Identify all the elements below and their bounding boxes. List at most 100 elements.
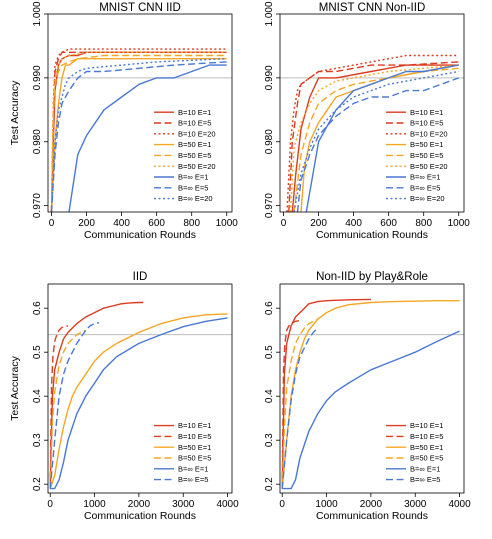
plot-frame: [279, 13, 465, 213]
legend-label: B=50 E=1: [178, 443, 211, 452]
x-tick-label: 1000: [448, 218, 471, 229]
legend-label: B=∞ E=1: [178, 173, 208, 182]
legend-label: B=∞ E=5: [178, 183, 208, 192]
series-group: [49, 301, 228, 490]
legend: B=10 E=1 B=10 E=5 B=50 E=1 B=50 E=5B=∞ E=1 B…: [386, 421, 443, 484]
legend-label: B=10 E=5: [410, 119, 443, 128]
series-line: [49, 325, 69, 489]
series-line: [49, 301, 144, 489]
legend-label: B=∞ E=1: [410, 173, 440, 182]
x-tick-label: 800: [183, 218, 200, 229]
series-line: [293, 67, 459, 212]
x-tick-label: 0: [281, 218, 287, 229]
x-tick-label: 2000: [360, 499, 383, 510]
series-line: [281, 318, 319, 489]
x-tick-label: 0: [279, 499, 285, 510]
legend-label: B=10 E=5: [178, 432, 211, 441]
series-line: [50, 51, 227, 212]
chart-panel-2: MNIST CNN Non-IID 0 200 400 600 800 1000 0.970 0…: [264, 1, 470, 241]
legend-label: B=50 E=1: [410, 443, 443, 452]
legend: B=10 E=1 B=10 E=5B=10 E=20 B=50 E=1 B=50 E=…: [386, 108, 448, 203]
legend-label: B=10 E=5: [410, 432, 443, 441]
series-line: [281, 319, 301, 489]
chart-panel-3: IID 0 1000 2000 3000 4000 0.2 0.3 0.4 0.5 0.6 Commu…: [9, 271, 239, 522]
chart-title: MNIST CNN Non-IID: [319, 2, 426, 14]
chart-title: MNIST CNN IID: [99, 2, 181, 14]
legend-label: B=50 E=5: [178, 151, 211, 160]
y-tick-label: 0.970: [264, 193, 275, 218]
y-tick-label: 0.990: [264, 65, 275, 90]
x-tick-label: 2000: [128, 499, 151, 510]
chart-panel-1: MNIST CNN IID 0 200 400 600 800 1000 0.970 0.980…: [9, 1, 238, 241]
series-line: [296, 77, 459, 212]
x-tick-label: 4000: [448, 499, 471, 510]
series-line: [49, 329, 87, 489]
x-tick-label: 1000: [83, 499, 106, 510]
chart-panel-4: Non-IID by Play&Role 0 1000 2000 3000 4000 0.2…: [264, 271, 471, 522]
x-axis-label: Communication Rounds: [316, 510, 428, 522]
x-tick-label: 200: [78, 218, 95, 229]
legend-label: B=10 E=1: [178, 108, 211, 117]
x-tick-label: 1000: [216, 218, 239, 229]
legend-label: B=50 E=5: [410, 454, 443, 463]
series-line: [305, 64, 459, 212]
series-line: [281, 300, 460, 489]
series-line: [289, 64, 459, 212]
series-group: [50, 48, 227, 212]
y-tick-label: 0.990: [32, 65, 43, 90]
x-tick-label: 3000: [404, 499, 427, 510]
plot-frame: [47, 283, 233, 494]
series-group: [286, 54, 459, 212]
legend-label: B=10 E=5: [178, 119, 211, 128]
series-line: [50, 58, 227, 212]
legend: B=10 E=1 B=10 E=5B=10 E=20 B=50 E=1 B=50 E=…: [154, 108, 216, 203]
x-tick-label: 600: [148, 218, 165, 229]
series-line: [50, 58, 227, 212]
series-line: [281, 327, 319, 489]
y-tick-label: 0.3: [32, 433, 43, 447]
legend-label: B=50 E=1: [410, 140, 443, 149]
series-line: [49, 313, 228, 489]
legend-label: B=50 E=20: [410, 162, 448, 171]
series-group: [281, 298, 460, 490]
legend-label: B=10 E=1: [410, 421, 443, 430]
y-tick-label: 0.4: [264, 389, 275, 403]
x-tick-label: 0: [47, 499, 53, 510]
x-tick-label: 800: [415, 218, 432, 229]
legend-label: B=50 E=5: [410, 151, 443, 160]
legend-label: B=10 E=20: [178, 129, 216, 138]
legend-label: B=10 E=1: [410, 108, 443, 117]
y-tick-label: 0.6: [264, 301, 275, 315]
x-tick-label: 200: [310, 218, 327, 229]
y-tick-label: 0.980: [264, 129, 275, 154]
legend-label: B=∞ E=1: [178, 464, 208, 473]
legend-label: B=∞ E=5: [410, 475, 440, 484]
x-axis-label: Communication Rounds: [84, 510, 196, 522]
plot-frame: [47, 13, 233, 213]
y-tick-label: 0.5: [264, 345, 275, 359]
y-axis-label: Test Accuracy: [9, 355, 21, 421]
series-line: [49, 322, 100, 489]
series-line: [288, 61, 459, 212]
legend-label: B=∞ E=20: [410, 194, 445, 203]
x-tick-label: 400: [345, 218, 362, 229]
x-tick-label: 600: [380, 218, 397, 229]
y-tick-label: 0.4: [32, 389, 43, 403]
x-axis-label: Communication Rounds: [84, 229, 196, 241]
x-axis-label: Communication Rounds: [316, 229, 428, 241]
chart-title: Non-IID by Play&Role: [316, 271, 428, 283]
y-tick-label: 1.000: [32, 1, 43, 26]
series-line: [281, 298, 371, 489]
y-tick-label: 1.000: [264, 1, 275, 26]
legend-label: B=∞ E=5: [178, 475, 208, 484]
series-line: [291, 64, 459, 212]
y-tick-label: 0.2: [32, 477, 43, 491]
series-line: [282, 330, 460, 490]
legend-label: B=50 E=1: [178, 140, 211, 149]
legend-label: B=10 E=1: [178, 421, 211, 430]
legend-label: B=∞ E=1: [410, 464, 440, 473]
legend-label: B=∞ E=5: [410, 183, 440, 192]
plot-frame: [279, 283, 465, 494]
series-line: [293, 70, 459, 212]
